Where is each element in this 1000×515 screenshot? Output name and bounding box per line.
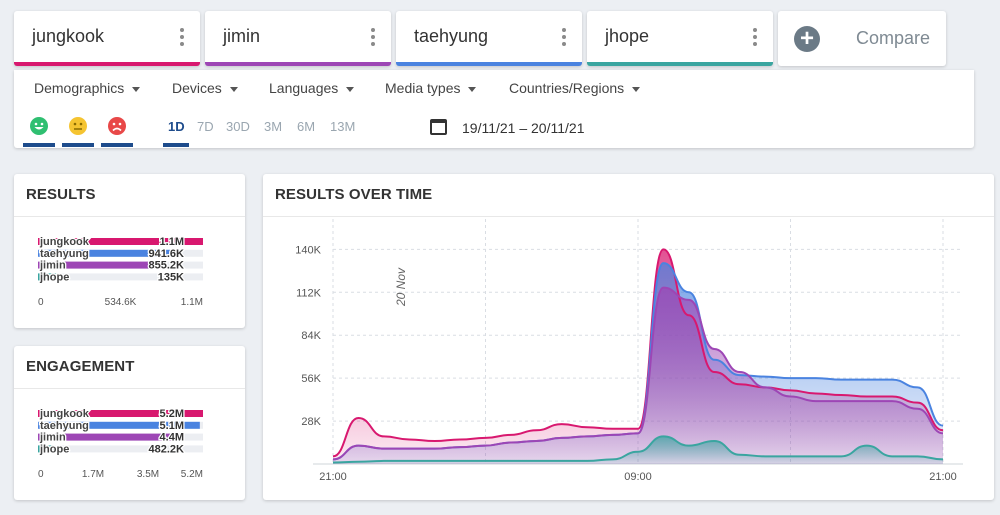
results-bar-value: 135K xyxy=(158,271,184,283)
caret-down-icon xyxy=(632,86,641,92)
date-annotation: 20 Nov xyxy=(394,267,408,307)
tab-jimin[interactable]: jimin xyxy=(205,11,391,66)
results-bar-value: 855.2K xyxy=(149,260,185,272)
compare-label: Compare xyxy=(855,28,930,48)
engagement-bar-value: 5.2M xyxy=(160,408,184,420)
more-options-icon[interactable] xyxy=(371,27,375,46)
y-tick-label: 112K xyxy=(296,287,322,299)
sentiment-indicator xyxy=(101,143,133,147)
compare-button[interactable]: + Compare xyxy=(778,11,946,66)
results-title: RESULTS xyxy=(26,186,96,203)
more-options-icon[interactable] xyxy=(562,27,566,46)
engagement-bar-chart: jungkook 5.2M taehyung 5.1M jimin 4.4M jhope 48… xyxy=(38,407,203,480)
sentiment-indicator xyxy=(23,143,55,147)
engagement-x-tick-label: 1.7M xyxy=(82,469,104,480)
engagement-bar-value: 482.2K xyxy=(149,443,185,455)
positive-sentiment-icon[interactable] xyxy=(29,116,49,136)
plus-icon: + xyxy=(794,25,820,52)
y-tick-label: 28K xyxy=(301,416,321,428)
period-7d[interactable]: 7D xyxy=(197,119,214,134)
engagement-x-tick-label: 3.5M xyxy=(137,469,159,480)
tab-jungkook[interactable]: jungkook xyxy=(14,11,200,66)
results-bar-value: 941.6K xyxy=(149,248,185,260)
tab-label: jimin xyxy=(223,26,261,46)
languages-dropdown[interactable]: Languages xyxy=(269,80,355,96)
results-bar-jungkook[interactable] xyxy=(38,238,203,245)
caret-down-icon xyxy=(132,86,141,92)
caret-down-icon xyxy=(229,86,238,92)
x-tick-label: 21:00 xyxy=(929,471,957,483)
caret-down-icon xyxy=(468,86,477,92)
engagement-bar-track xyxy=(38,445,203,453)
y-tick-label: 84K xyxy=(301,330,321,342)
more-options-icon[interactable] xyxy=(753,27,757,46)
engagement-bar-value: 5.1M xyxy=(160,420,184,432)
negative-sentiment-icon[interactable] xyxy=(107,116,127,136)
tab-jhope[interactable]: jhope xyxy=(587,11,773,66)
engagement-x-tick-label: 5.2M xyxy=(181,469,203,480)
results-bar-jhope[interactable] xyxy=(38,273,59,281)
neutral-sentiment-icon[interactable] xyxy=(68,116,88,136)
results-over-time-title: RESULTS OVER TIME xyxy=(275,186,433,203)
results-card: RESULTS jungkook 1.1M taehyung 941.6K jimin 8… xyxy=(14,174,245,328)
results-x-tick-label: 534.6K xyxy=(105,297,137,308)
engagement-bar-value: 4.4M xyxy=(160,432,184,444)
engagement-title: ENGAGEMENT xyxy=(26,358,135,375)
results-over-time-chart: 28K 56K 84K 112K 140K 20 Nov 21:00 09:00 21:00 xyxy=(295,219,963,483)
results-bar-jimin[interactable] xyxy=(38,261,167,269)
y-tick-label: 56K xyxy=(301,373,321,385)
results-bar-taehyung[interactable] xyxy=(38,249,180,257)
results-bar-value: 1.1M xyxy=(160,236,184,248)
engagement-bar-taehyung[interactable] xyxy=(38,421,200,429)
media-types-dropdown[interactable]: Media types xyxy=(385,80,477,96)
area-jimin xyxy=(333,287,943,464)
period-30d[interactable]: 30D xyxy=(226,119,250,134)
engagement-bar-jungkook[interactable] xyxy=(38,410,203,417)
results-bar-label: jungkook xyxy=(39,236,90,248)
results-bar-label: jimin xyxy=(39,260,66,272)
filter-bar: Demographics Devices Languages Media typ… xyxy=(14,70,974,148)
sentiment-indicator xyxy=(62,143,94,147)
countries-regions-dropdown[interactable]: Countries/Regions xyxy=(509,80,641,96)
tab-label: jungkook xyxy=(32,26,105,46)
x-tick-label: 09:00 xyxy=(624,471,652,483)
y-tick-label: 140K xyxy=(295,244,321,256)
devices-dropdown[interactable]: Devices xyxy=(172,80,238,96)
date-range[interactable]: 19/11/21 – 20/11/21 xyxy=(462,120,585,136)
series-line-jimin[interactable] xyxy=(332,286,944,461)
demographics-dropdown[interactable]: Demographics xyxy=(34,80,141,96)
period-3m[interactable]: 3M xyxy=(264,119,283,134)
engagement-bar-label: jhope xyxy=(39,443,69,455)
results-x-tick-label: 0 xyxy=(38,297,44,308)
results-bar-label: jhope xyxy=(39,271,69,283)
active-period-indicator xyxy=(163,143,189,147)
more-options-icon[interactable] xyxy=(180,27,184,46)
series-line-jhope[interactable] xyxy=(332,435,944,464)
results-over-time-card: RESULTS OVER TIME 28K 56K 84K 112K 140K 20 No… xyxy=(263,174,994,500)
results-bar-track xyxy=(38,273,203,281)
engagement-bar-label: jungkook xyxy=(39,408,90,420)
engagement-bar-label: jimin xyxy=(39,432,66,444)
tab-label: taehyung xyxy=(414,26,489,46)
tab-label: jhope xyxy=(605,26,650,46)
engagement-bar-jimin[interactable] xyxy=(38,433,178,441)
results-bar-label: taehyung xyxy=(40,248,89,260)
caret-down-icon xyxy=(346,86,355,92)
period-1d[interactable]: 1D xyxy=(168,119,185,134)
engagement-bar-label: taehyung xyxy=(40,420,89,432)
engagement-x-tick-label: 0 xyxy=(38,469,44,480)
period-13m[interactable]: 13M xyxy=(330,119,356,134)
tab-taehyung[interactable]: taehyung xyxy=(396,11,582,66)
engagement-card: ENGAGEMENT jungkook 5.2M taehyung 5.1M jimin… xyxy=(14,346,245,500)
results-x-tick-label: 1.1M xyxy=(181,297,203,308)
period-6m[interactable]: 6M xyxy=(297,119,316,134)
calendar-icon[interactable] xyxy=(430,119,447,135)
results-bar-chart: jungkook 1.1M taehyung 941.6K jimin 855.2K jho… xyxy=(38,235,203,308)
x-tick-label: 21:00 xyxy=(319,471,347,483)
engagement-bar-jhope[interactable] xyxy=(38,445,54,453)
